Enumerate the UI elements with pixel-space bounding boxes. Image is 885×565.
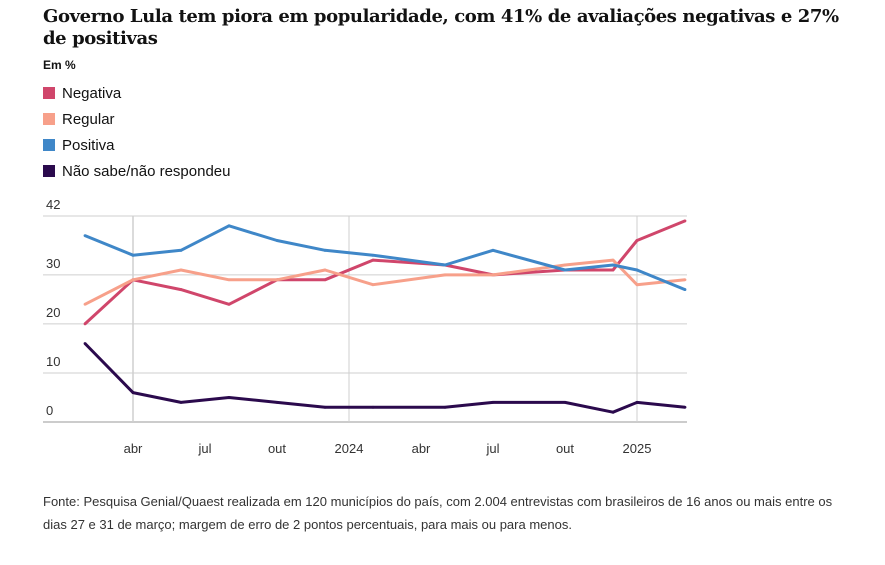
legend-swatch-positiva: [43, 139, 55, 151]
series-lines: [83, 219, 687, 414]
data-point: [323, 268, 327, 272]
legend-item-regular: Regular: [43, 106, 230, 132]
data-point: [683, 278, 687, 282]
data-point: [227, 396, 231, 399]
legend-item-nao-sabe: Não sabe/não respondeu: [43, 158, 230, 184]
data-point: [443, 273, 447, 277]
line-chart: 0 10 20 30 42 abr jul out 2024 abr jul out 2025: [43, 197, 687, 456]
x-tick-label: out: [268, 441, 286, 456]
data-point: [323, 405, 327, 409]
y-tick-label: 42: [46, 197, 60, 212]
data-point: [83, 342, 87, 345]
legend-label: Não sabe/não respondeu: [62, 162, 231, 180]
data-point: [611, 258, 615, 262]
data-point: [227, 278, 231, 282]
data-point: [275, 400, 279, 404]
data-point: [635, 400, 639, 404]
gridlines: [43, 215, 687, 423]
data-point: [371, 258, 375, 262]
data-point: [83, 302, 87, 306]
data-point: [611, 263, 615, 267]
data-point: [635, 268, 639, 272]
y-tick-label: 30: [46, 256, 60, 271]
x-tick-label: jul: [485, 441, 499, 456]
data-point: [323, 248, 327, 252]
data-point: [611, 268, 615, 272]
data-point: [443, 405, 447, 409]
data-point: [563, 268, 567, 272]
legend-item-positiva: Positiva: [43, 132, 230, 158]
data-point: [563, 400, 567, 404]
y-axis: 0 10 20 30 42: [46, 197, 60, 418]
series-line-positiva: [84, 224, 686, 291]
data-point: [131, 278, 135, 282]
data-point: [83, 234, 87, 238]
data-point: [227, 302, 231, 306]
legend-swatch-regular: [43, 113, 55, 125]
data-point: [563, 263, 567, 267]
legend-item-negativa: Negativa: [43, 80, 230, 106]
data-point: [323, 278, 327, 282]
x-tick-label: jul: [197, 441, 211, 456]
x-tick-label: 2025: [623, 441, 652, 456]
legend-swatch-negativa: [43, 87, 55, 99]
data-point: [371, 405, 375, 409]
x-axis: abr jul out 2024 abr jul out 2025: [124, 441, 652, 456]
legend-swatch-nao-sabe: [43, 165, 55, 177]
y-tick-label: 10: [46, 354, 60, 369]
legend-label: Negativa: [62, 84, 122, 102]
y-tick-label: 0: [46, 403, 53, 418]
data-point: [683, 288, 687, 291]
x-tick-label: 2024: [335, 441, 364, 456]
data-point: [131, 253, 135, 257]
data-point: [683, 405, 687, 409]
series-line-n-o-sabe-n-o-respondeu: [83, 342, 686, 414]
data-point: [491, 273, 495, 277]
chart-subtitle: Em %: [43, 58, 76, 72]
data-point: [275, 239, 279, 242]
x-tick-label: abr: [124, 441, 143, 456]
x-tick-label: abr: [412, 441, 431, 456]
data-point: [635, 239, 639, 242]
data-point: [275, 278, 279, 282]
data-point: [179, 248, 183, 252]
data-point: [179, 288, 183, 291]
data-point: [371, 253, 375, 257]
data-point: [227, 224, 231, 228]
source-note: Fonte: Pesquisa Genial/Quaest realizada …: [43, 494, 833, 532]
data-point: [131, 391, 135, 394]
data-point: [491, 248, 495, 252]
data-point: [611, 410, 615, 414]
x-tick-label: out: [556, 441, 574, 456]
data-point: [443, 263, 447, 267]
data-point: [179, 268, 183, 272]
y-tick-label: 20: [46, 305, 60, 320]
chart-title: Governo Lula tem piora em popularidade, …: [43, 6, 839, 49]
data-point: [635, 283, 639, 287]
legend-label: Regular: [62, 110, 115, 128]
data-point: [683, 219, 687, 223]
legend-label: Positiva: [62, 136, 115, 154]
legend: Negativa Regular Positiva Não sabe/não r…: [43, 80, 230, 184]
data-point: [491, 400, 495, 404]
data-point: [179, 400, 183, 404]
data-point: [83, 322, 87, 326]
data-point: [371, 283, 375, 287]
